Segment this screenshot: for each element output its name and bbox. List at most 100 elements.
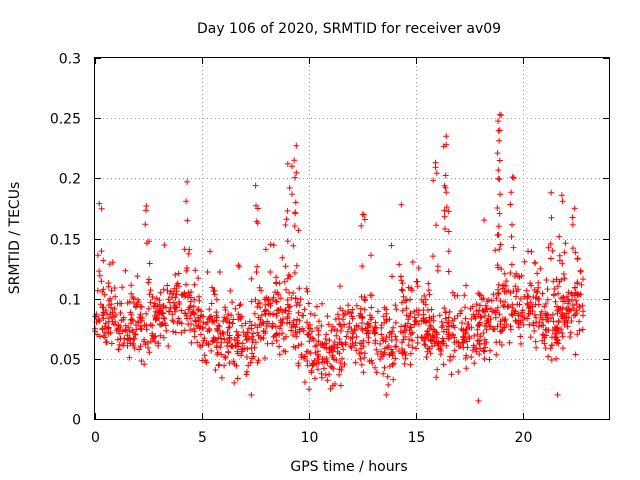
data-point — [146, 276, 152, 283]
data-point — [405, 342, 412, 349]
data-point — [399, 287, 406, 294]
data-point — [427, 350, 434, 357]
data-point — [292, 295, 299, 302]
data-point — [269, 340, 276, 347]
data-point — [221, 362, 228, 369]
data-point — [195, 275, 202, 282]
data-point — [563, 293, 570, 300]
data-point — [218, 339, 225, 346]
data-point — [269, 296, 276, 303]
data-point — [475, 397, 482, 404]
data-point — [188, 321, 194, 327]
data-point — [518, 272, 525, 279]
data-point — [403, 312, 410, 319]
data-point — [253, 202, 259, 209]
data-point — [142, 341, 149, 348]
data-point — [238, 346, 245, 353]
data-point — [550, 278, 557, 285]
data-point — [409, 344, 416, 351]
data-point — [398, 277, 405, 284]
data-point — [398, 201, 405, 208]
data-point — [484, 298, 491, 305]
data-point — [570, 312, 577, 319]
data-point — [206, 306, 213, 313]
data-point — [191, 296, 198, 303]
data-point — [393, 306, 400, 313]
data-point — [476, 291, 483, 298]
data-point — [544, 311, 551, 318]
data-point — [422, 342, 429, 349]
data-point — [446, 357, 453, 364]
data-point — [135, 299, 142, 305]
data-point — [564, 306, 571, 313]
data-point — [451, 292, 458, 299]
data-point — [461, 337, 468, 344]
data-point — [433, 334, 440, 341]
data-point — [221, 314, 228, 321]
data-point — [388, 242, 395, 249]
data-point — [487, 323, 494, 330]
data-point — [169, 311, 176, 318]
data-point — [542, 326, 549, 333]
data-point — [96, 272, 103, 279]
data-point — [475, 322, 481, 329]
data-point — [152, 302, 159, 309]
data-point — [468, 324, 475, 331]
data-point — [530, 322, 537, 329]
data-point — [507, 326, 514, 333]
data-point — [201, 352, 208, 359]
data-point — [539, 337, 546, 344]
data-point — [348, 309, 354, 316]
data-point — [459, 320, 465, 326]
data-point — [442, 309, 449, 316]
data-point — [361, 296, 368, 303]
data-point — [548, 214, 555, 221]
data-point — [503, 321, 510, 328]
data-point — [389, 273, 395, 280]
data-point — [372, 319, 379, 326]
data-point — [94, 252, 101, 259]
data-point — [368, 314, 375, 321]
data-point — [192, 317, 199, 324]
data-point — [273, 279, 280, 286]
data-point — [559, 294, 566, 301]
data-point — [208, 347, 215, 354]
data-point — [490, 326, 497, 333]
data-point — [227, 287, 234, 294]
data-point — [267, 269, 274, 275]
data-point — [434, 263, 441, 270]
data-point — [338, 367, 345, 373]
data-point — [111, 285, 118, 291]
data-point — [211, 317, 218, 324]
data-point — [284, 207, 291, 214]
data-point — [576, 318, 583, 325]
data-point — [470, 347, 476, 354]
data-point — [547, 240, 554, 247]
data-point — [386, 363, 393, 370]
data-point — [329, 382, 336, 389]
data-point — [170, 318, 177, 325]
data-point — [494, 205, 501, 211]
data-point — [304, 288, 311, 295]
data-point — [383, 391, 390, 398]
data-point — [166, 308, 173, 315]
data-point — [213, 296, 220, 303]
data-point — [526, 304, 533, 311]
data-point — [330, 348, 337, 355]
data-point — [384, 373, 391, 380]
data-point — [246, 318, 253, 325]
data-point — [100, 286, 107, 293]
data-point — [336, 350, 343, 357]
data-point — [252, 182, 259, 189]
data-point — [361, 354, 368, 361]
data-point — [145, 344, 152, 351]
data-point — [215, 362, 222, 369]
data-point — [441, 207, 448, 214]
data-point — [273, 299, 280, 305]
data-point — [378, 331, 385, 338]
data-point — [466, 335, 473, 342]
data-point — [329, 323, 336, 330]
data-point — [537, 265, 544, 272]
data-point — [411, 314, 418, 321]
data-point — [119, 284, 126, 291]
